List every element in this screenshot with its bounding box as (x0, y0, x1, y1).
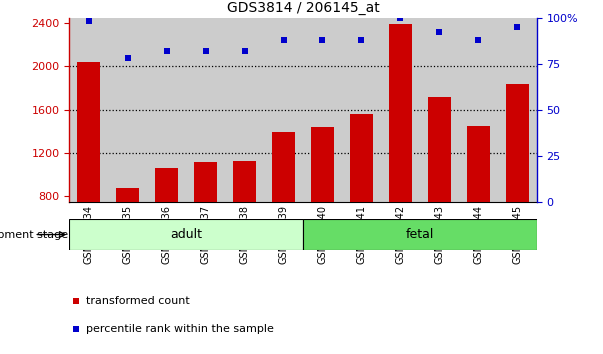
Bar (155, 168, 178, 202)
Bar (77, 62, 101, 202)
Bar (116, 188, 139, 202)
Bar (225, 18, 264, 202)
Bar (264, 18, 303, 202)
Point (318, 37, 327, 42)
Text: percentile rank within the sample: percentile rank within the sample (86, 324, 274, 334)
Point (72, 298, 81, 304)
Title: GDS3814 / 206145_at: GDS3814 / 206145_at (227, 1, 379, 15)
Bar (389, 24, 412, 202)
Text: development stage: development stage (0, 229, 68, 240)
Bar (109, 18, 147, 202)
Bar (467, 126, 490, 202)
Bar (303, 219, 537, 250)
Point (396, 15, 405, 21)
Point (513, 24, 522, 30)
Text: adult: adult (170, 228, 202, 241)
Bar (233, 161, 256, 202)
Point (356, 37, 366, 42)
Bar (69, 219, 303, 250)
Point (123, 55, 133, 61)
Point (72, 326, 81, 332)
Bar (186, 18, 225, 202)
Bar (459, 18, 497, 202)
Bar (381, 18, 420, 202)
Bar (497, 18, 537, 202)
Bar (350, 114, 373, 202)
Text: transformed count: transformed count (86, 296, 189, 306)
Point (84, 18, 93, 24)
Point (162, 48, 171, 54)
Bar (303, 18, 342, 202)
Bar (194, 162, 217, 202)
Bar (272, 132, 295, 202)
Point (240, 48, 250, 54)
Text: fetal: fetal (406, 228, 434, 241)
Bar (147, 18, 186, 202)
Bar (342, 18, 381, 202)
Bar (505, 84, 529, 202)
Point (473, 37, 483, 42)
Bar (428, 97, 451, 202)
Point (201, 48, 210, 54)
Bar (311, 127, 334, 202)
Bar (420, 18, 459, 202)
Point (435, 30, 444, 35)
Bar (69, 18, 109, 202)
Point (279, 37, 288, 42)
